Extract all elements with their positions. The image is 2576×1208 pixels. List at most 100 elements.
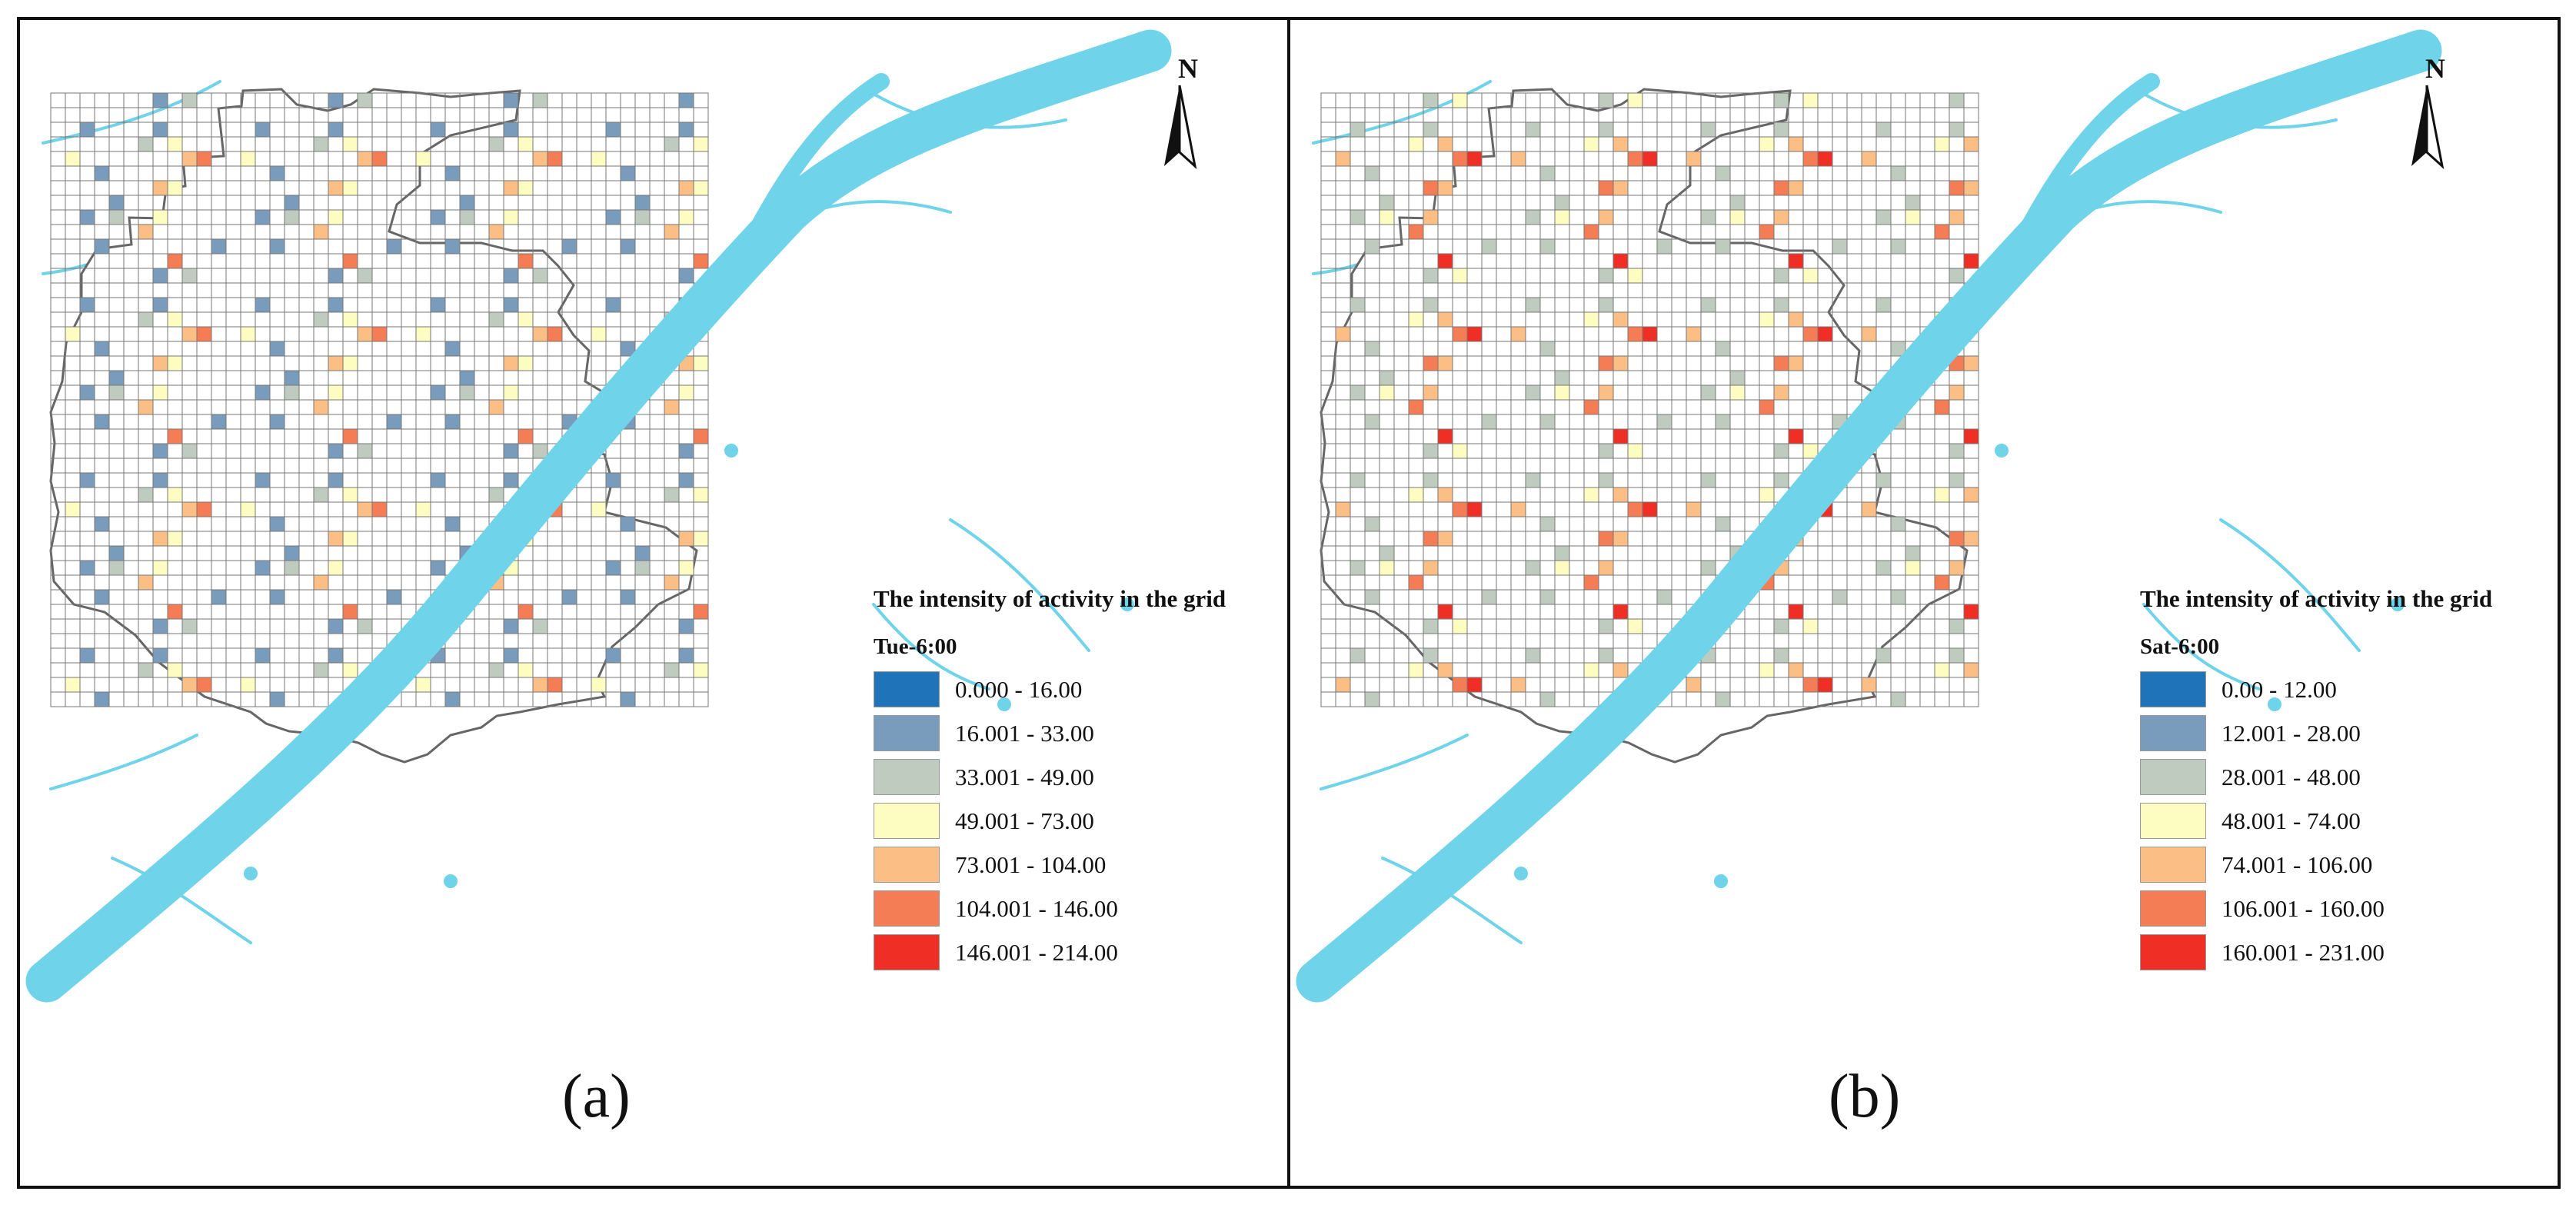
activity-cell [547,151,563,167]
grid-cell [79,180,95,196]
activity-cell [1539,414,1556,430]
activity-cell [547,326,563,342]
activity-cell [240,151,256,167]
activity-cell [269,589,285,605]
grid-cell [1423,136,1439,152]
grid-cell [94,92,110,108]
grid-cell [1949,501,1965,517]
grid-cell [94,618,110,634]
grid-cell [123,677,139,693]
grid-cell [1890,180,1906,196]
grid-cell [1963,165,1979,181]
activity-cell [1934,136,1950,152]
activity-cell [108,545,125,561]
grid-cell [547,121,563,138]
grid-cell [1715,151,1731,167]
activity-cell [94,238,110,255]
activity-cell [620,238,636,255]
grid-cell [693,414,709,430]
activity-cell [1817,326,1833,342]
grid-cell [1320,92,1336,108]
map-b: N [1296,29,2445,1003]
grid-cell [50,647,66,664]
activity-cell [1598,560,1614,576]
activity-cell [1963,180,1979,196]
activity-cell [1423,209,1439,225]
activity-cell [1949,209,1965,225]
grid-cell [1700,180,1716,196]
grid-cell [693,618,709,634]
grid-cell [1890,428,1906,444]
activity-cell [1700,472,1716,488]
legend-subtitle: Tue-6:00 [874,634,957,659]
grid-cell [1861,92,1877,108]
grid-cell [1320,165,1336,181]
activity-cell [1583,574,1599,591]
grid-cell [605,136,621,152]
activity-cell [342,604,358,620]
activity-cell [518,311,534,328]
grid-cell [634,311,651,328]
grid-cell [605,92,621,108]
grid-cell [1846,136,1862,152]
grid-cell [1846,238,1862,255]
activity-cell [1364,341,1380,357]
grid-cell [591,92,607,108]
activity-cell [1598,472,1614,488]
grid-cell [1861,107,1877,123]
activity-cell [503,443,519,459]
grid-cell [1335,209,1351,225]
grid-cell [649,633,665,649]
grid-cell [474,195,490,211]
grid-cell [1817,121,1833,138]
grid-cell [634,107,651,123]
activity-cell [1539,691,1556,707]
activity-cell [1437,180,1453,196]
grid-cell [678,677,694,693]
grid-cell [620,151,636,167]
grid-cell [503,195,519,211]
grid-cell [181,121,198,138]
grid-cell [108,677,125,693]
grid-cell [1905,487,1921,503]
grid-cell [1350,107,1366,123]
grid-cell [1335,691,1351,707]
activity-cell [1466,326,1483,342]
grid-cell [693,472,709,488]
grid-cell [693,384,709,401]
grid-cell [1686,224,1702,240]
grid-cell [1949,662,1965,678]
grid-cell [1788,151,1804,167]
activity-cell [1423,297,1439,313]
grid-cell [1744,151,1760,167]
activity-cell [328,92,344,108]
grid-cell [1437,107,1453,123]
activity-cell [1949,443,1965,459]
activity-cell [444,691,461,707]
grid-cell [532,165,548,181]
grid-cell [664,165,680,181]
activity-cell [108,560,125,576]
grid-cell [1875,282,1892,298]
activity-cell [1423,92,1439,108]
grid-cell [591,165,607,181]
grid-cell [1875,136,1892,152]
activity-cell [1408,574,1424,591]
grid-cell [634,92,651,108]
grid-cell [634,297,651,313]
grid-cell [1905,180,1921,196]
activity-cell [1875,121,1892,138]
activity-cell [255,647,271,664]
activity-cell [328,121,344,138]
activity-cell [255,472,271,488]
activity-cell [1335,326,1351,342]
activity-cell [1408,662,1424,678]
activity-cell [547,677,563,693]
activity-cell [1788,311,1804,328]
grid-cell [1729,136,1746,152]
water-pond [1714,874,1728,888]
grid-cell [1379,224,1395,240]
activity-cell [1423,443,1439,459]
grid-cell [1320,662,1336,678]
grid-cell [678,224,694,240]
